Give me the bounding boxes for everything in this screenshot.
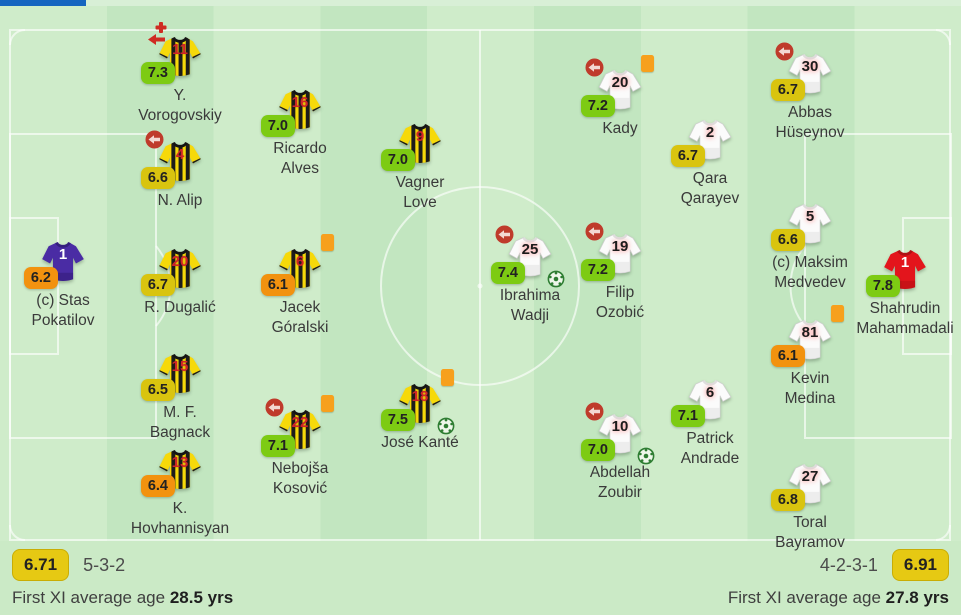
home-average-rating-badge: 6.71 [12, 549, 70, 581]
player-name: Filip Ozobić [595, 284, 645, 322]
sub-off-icon [495, 225, 514, 244]
player-jose-kante[interactable]: 18 7.5 José Kanté [360, 369, 480, 453]
player-name: Kady [602, 120, 638, 137]
sub-off-icon [585, 222, 604, 241]
sub-off-icon [145, 130, 164, 149]
player-ricardo-alves[interactable]: 16 7.0 Ricardo Alves [240, 84, 360, 179]
home-formation: 5-3-2 [83, 554, 126, 575]
top-bar [0, 0, 961, 6]
player-n-alip[interactable]: 4 6.6 N. Alip [120, 130, 240, 211]
rating-badge: 7.4 [490, 262, 525, 284]
yellow-card-icon [831, 305, 844, 322]
rating-badge: 6.7 [140, 274, 175, 296]
player-jacek-goralski[interactable]: 6 6.1 Jacek Góralski [240, 234, 360, 338]
player-name: Abbas Hüseynov [775, 104, 845, 142]
rating-badge: 7.0 [580, 439, 615, 461]
player-shahrudin-mahammadali[interactable]: 1 7.8 Shahrudin Mahammadali [845, 244, 961, 339]
footer-summary: 6.71 5-3-2 First XI average age 28.5 yrs… [0, 541, 961, 615]
player-qara-qarayev[interactable]: 2 6.7 Qara Qarayev [650, 114, 770, 209]
sub-off-icon [585, 402, 604, 421]
sub-off-icon [585, 58, 604, 77]
player-c-stas-pokatilov[interactable]: 1 6.2 (c) Stas Pokatilov [3, 236, 123, 331]
rating-badge: 6.8 [770, 489, 805, 511]
player-name: Patrick Andrade [680, 430, 740, 468]
player-name: Ibrahima Wadji [499, 287, 561, 325]
player-name: (c) Maksim Medvedev [772, 254, 848, 292]
football-pitch: 1 6.2 (c) Stas Pokatilov 11 7.3 Y. Vorogovskiy 4… [0, 6, 961, 551]
rating-badge: 7.0 [260, 115, 295, 137]
player-name: Abdellah Zoubir [589, 464, 651, 502]
top-bar-accent [0, 0, 86, 6]
away-average-age: First XI average age 27.8 yrs [727, 588, 949, 607]
yellow-card-icon [441, 369, 454, 386]
home-summary: 6.71 5-3-2 First XI average age 28.5 yrs [12, 549, 233, 608]
rating-badge: 6.5 [140, 379, 175, 401]
player-name: Y. Vorogovskiy [138, 87, 222, 125]
away-summary: 4-2-3-1 6.91 First XI average age 27.8 y… [728, 549, 949, 608]
player-name: Vagner Love [395, 174, 445, 212]
rating-badge: 7.1 [670, 405, 705, 427]
rating-badge: 6.1 [770, 345, 805, 367]
rating-badge: 7.2 [580, 259, 615, 281]
rating-badge: 6.6 [770, 229, 805, 251]
rating-badge: 6.7 [770, 79, 805, 101]
player-name: Kevin Medina [784, 370, 836, 408]
player-c-maksim-medvedev[interactable]: 5 6.6 (c) Maksim Medvedev [750, 198, 870, 293]
player-name: Jacek Góralski [271, 299, 329, 337]
rating-badge: 6.6 [140, 167, 175, 189]
rating-badge: 6.1 [260, 274, 295, 296]
rating-badge: 7.0 [380, 149, 415, 171]
yellow-card-icon [321, 395, 334, 412]
goal-icon [637, 447, 655, 465]
player-toral-bayramov[interactable]: 27 6.8 Toral Bayramov [750, 458, 870, 553]
player-abbas-huseynov[interactable]: 30 6.7 Abbas Hüseynov [750, 42, 870, 143]
yellow-card-icon [321, 234, 334, 251]
rating-badge: 7.3 [140, 62, 175, 84]
player-name: Qara Qarayev [680, 170, 740, 208]
player-vagner-love[interactable]: 9 7.0 Vagner Love [360, 118, 480, 213]
player-name: Nebojša Kosović [271, 460, 329, 498]
player-y-vorogovskiy[interactable]: 11 7.3 Y. Vorogovskiy [120, 22, 240, 126]
sub-off-icon [265, 398, 284, 417]
rating-badge: 7.5 [380, 409, 415, 431]
rating-badge: 6.7 [670, 145, 705, 167]
rating-badge: 7.2 [580, 95, 615, 117]
player-r-dugalic[interactable]: 20 6.7 R. Dugalić [120, 243, 240, 318]
player-name: Toral Bayramov [775, 514, 845, 552]
sub-off-icon [775, 42, 794, 61]
home-average-age: First XI average age 28.5 yrs [12, 588, 234, 607]
rating-badge: 7.8 [865, 275, 900, 297]
goal-icon [437, 417, 455, 435]
goal-icon [547, 270, 565, 288]
player-name: K. Hovhannisyan [130, 500, 230, 538]
rating-badge: 6.2 [23, 267, 58, 289]
player-name: José Kanté [381, 434, 459, 451]
player-name: (c) Stas Pokatilov [31, 292, 95, 330]
yellow-card-icon [641, 55, 654, 72]
away-formation: 4-2-3-1 [819, 554, 878, 575]
player-name: M. F. Bagnack [149, 404, 211, 442]
away-average-rating-badge: 6.91 [891, 549, 949, 581]
injury-sub-icon [147, 21, 169, 47]
player-name: Shahrudin Mahammadali [856, 300, 954, 338]
rating-badge: 7.1 [260, 435, 295, 457]
player-k-hovhannisyan[interactable]: 13 6.4 K. Hovhannisyan [120, 444, 240, 539]
player-name: R. Dugalić [144, 299, 216, 316]
player-filip-ozobic[interactable]: 19 7.2 Filip Ozobić [560, 222, 680, 323]
player-name: Ricardo Alves [273, 140, 327, 178]
player-nebojsa-kosovic[interactable]: 22 7.1 Nebojša Kosović [240, 395, 360, 499]
player-m-f-bagnack[interactable]: 15 6.5 M. F. Bagnack [120, 348, 240, 443]
player-name: N. Alip [157, 192, 203, 209]
rating-badge: 6.4 [140, 475, 175, 497]
player-ibrahima-wadji[interactable]: 25 7.4 Ibrahima Wadji [470, 225, 590, 326]
